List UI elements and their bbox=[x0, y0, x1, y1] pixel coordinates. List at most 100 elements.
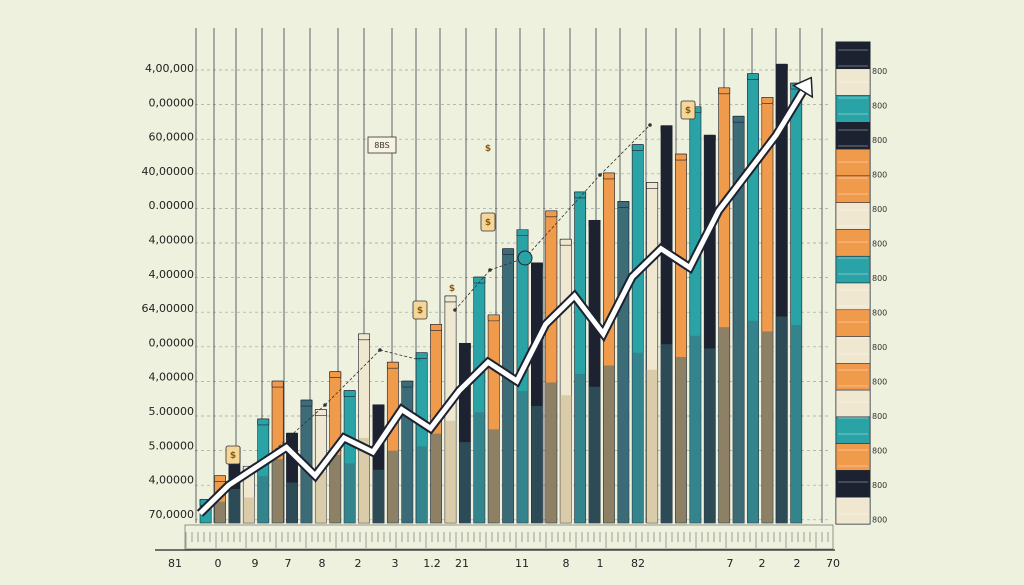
bar-cap bbox=[747, 73, 759, 80]
legend-swatch bbox=[835, 443, 871, 471]
bar bbox=[415, 352, 428, 524]
x-tick-label: 7 bbox=[285, 557, 292, 570]
bar-cap bbox=[588, 219, 601, 227]
bar-shade bbox=[646, 369, 658, 523]
bar bbox=[372, 404, 385, 524]
bar bbox=[790, 82, 803, 524]
bar bbox=[358, 333, 370, 524]
bar-shade bbox=[444, 420, 457, 523]
bar-shade bbox=[257, 476, 269, 523]
y-tick-label: 0,00000 bbox=[149, 336, 195, 349]
legend-label: 800 bbox=[872, 102, 887, 111]
annotation: $ bbox=[225, 445, 241, 465]
legend-label: 800 bbox=[872, 481, 887, 490]
y-tick-label: 60,0000 bbox=[149, 131, 195, 144]
bar-cap bbox=[516, 229, 529, 237]
bar-cap bbox=[603, 172, 615, 180]
bar-cap bbox=[761, 97, 774, 104]
bar bbox=[718, 87, 731, 524]
y-tick-label: 0.00000 bbox=[149, 199, 195, 212]
bar-cap bbox=[358, 333, 370, 341]
bar bbox=[631, 144, 644, 524]
bar bbox=[689, 106, 702, 524]
bar bbox=[257, 418, 270, 524]
bar-cap bbox=[617, 201, 630, 208]
bar-cap bbox=[502, 248, 515, 255]
bar-cap bbox=[372, 404, 385, 412]
y-tick-label: 40,00000 bbox=[142, 165, 195, 178]
bar-shade bbox=[588, 386, 601, 523]
annotation: $ bbox=[485, 144, 491, 154]
trend-line bbox=[198, 86, 808, 516]
annotations: 8BS $ $ $ $ $ $ bbox=[225, 100, 696, 465]
bar-cap bbox=[329, 371, 342, 378]
bar-shade bbox=[574, 374, 586, 523]
leader-dot bbox=[598, 173, 602, 177]
legend-swatch bbox=[835, 389, 871, 418]
x-tick-label: 0 bbox=[215, 557, 222, 570]
highlight-marker bbox=[517, 250, 533, 266]
bar-shade bbox=[372, 469, 385, 523]
bar bbox=[458, 342, 471, 524]
bar-shade bbox=[660, 344, 673, 523]
bar-cap bbox=[646, 182, 659, 189]
bar bbox=[401, 380, 414, 524]
bar-cap bbox=[386, 361, 399, 369]
leader-line bbox=[379, 349, 421, 361]
bar-shade bbox=[790, 325, 802, 523]
x-tick-label: 1.2 bbox=[423, 557, 441, 570]
leader-line bbox=[324, 349, 381, 406]
bar-cap bbox=[214, 475, 226, 483]
bar bbox=[617, 201, 630, 524]
y-tick-label: 70,0000 bbox=[149, 508, 195, 521]
bar bbox=[761, 97, 774, 524]
bar-cap bbox=[430, 324, 443, 331]
bar-shade bbox=[315, 471, 327, 523]
x-tick-label: 82 bbox=[631, 557, 645, 570]
bar bbox=[775, 63, 788, 524]
legend-swatch bbox=[835, 202, 871, 230]
bar bbox=[386, 361, 399, 524]
bar-shade bbox=[459, 442, 471, 523]
leader-line bbox=[599, 124, 651, 176]
x-tick-label: 7 bbox=[727, 557, 734, 570]
legend-swatch bbox=[835, 95, 871, 123]
bar-cap bbox=[458, 342, 471, 350]
bar bbox=[487, 314, 500, 524]
bar-cap bbox=[531, 262, 543, 270]
y-tick-label: 5.00000 bbox=[149, 439, 195, 452]
bar-shade bbox=[704, 348, 716, 523]
legend-swatch bbox=[835, 122, 871, 150]
bar-cap bbox=[732, 115, 745, 123]
x-tick-label: 3 bbox=[392, 557, 399, 570]
annotation-tag bbox=[680, 100, 696, 120]
bar-shade bbox=[531, 405, 543, 523]
bar-shade bbox=[416, 446, 428, 523]
bar-shade bbox=[545, 382, 557, 523]
leader-dot bbox=[453, 308, 457, 312]
annotation: $ bbox=[680, 100, 696, 120]
x-tick-label: 21 bbox=[455, 557, 469, 570]
bar-cap bbox=[257, 418, 270, 426]
bar bbox=[343, 390, 356, 524]
bar-cap bbox=[487, 314, 500, 322]
bar-cap bbox=[775, 63, 788, 71]
y-tick-label: 4,00000 bbox=[149, 474, 195, 487]
bar bbox=[603, 172, 615, 524]
legend-swatch bbox=[835, 148, 871, 177]
annotation-label: $ bbox=[417, 306, 423, 316]
bar-shade bbox=[473, 412, 485, 523]
bar-shade bbox=[286, 482, 298, 523]
x-tick-label: 11 bbox=[515, 557, 529, 570]
legend-label: 800 bbox=[872, 205, 887, 214]
bar-shade bbox=[358, 437, 370, 523]
trend-arrow bbox=[196, 76, 814, 517]
bar-cap bbox=[343, 390, 356, 397]
bar-shade bbox=[329, 454, 341, 523]
legend-swatch bbox=[835, 41, 871, 70]
legend-swatch bbox=[835, 309, 871, 337]
x-tick-label: 2 bbox=[794, 557, 801, 570]
bar bbox=[531, 262, 543, 524]
y-tick-label: 4,00000 bbox=[149, 268, 195, 281]
y-axis-tick-labels: 4,00,000 0,00000 60,0000 40,00000 0.00000 4,0… bbox=[142, 62, 195, 521]
